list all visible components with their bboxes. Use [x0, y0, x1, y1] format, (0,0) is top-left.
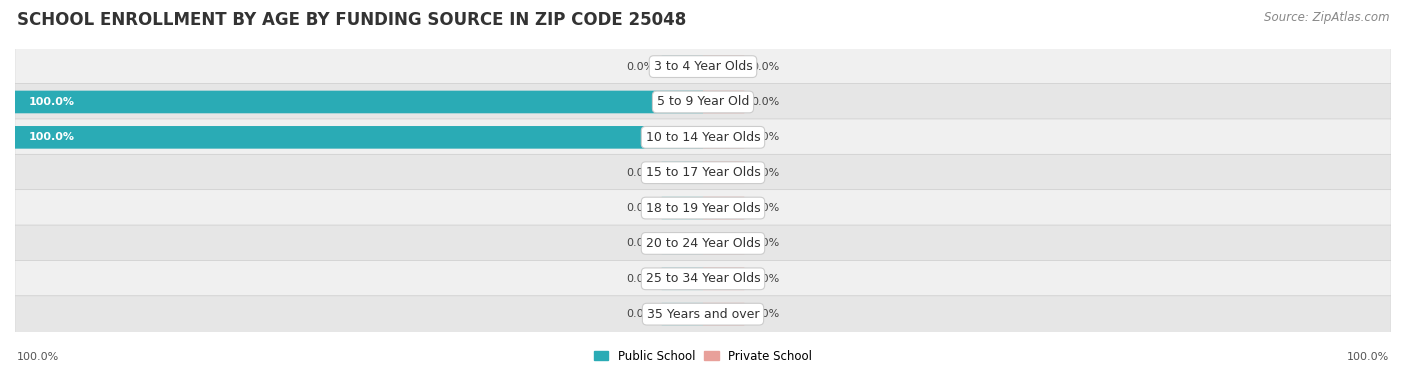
Text: 0.0%: 0.0% [751, 309, 779, 319]
Text: 0.0%: 0.0% [627, 309, 655, 319]
FancyBboxPatch shape [15, 190, 1391, 227]
FancyBboxPatch shape [15, 296, 1391, 333]
Text: 0.0%: 0.0% [751, 203, 779, 213]
FancyBboxPatch shape [662, 267, 703, 290]
Text: 100.0%: 100.0% [1347, 352, 1389, 362]
Text: 5 to 9 Year Old: 5 to 9 Year Old [657, 95, 749, 109]
FancyBboxPatch shape [15, 261, 1391, 297]
FancyBboxPatch shape [662, 303, 703, 325]
FancyBboxPatch shape [15, 119, 1391, 156]
FancyBboxPatch shape [662, 161, 703, 184]
Text: 3 to 4 Year Olds: 3 to 4 Year Olds [654, 60, 752, 73]
FancyBboxPatch shape [703, 232, 744, 255]
Text: 18 to 19 Year Olds: 18 to 19 Year Olds [645, 202, 761, 215]
Text: 0.0%: 0.0% [627, 61, 655, 72]
Text: 100.0%: 100.0% [28, 132, 75, 143]
FancyBboxPatch shape [15, 90, 703, 113]
Text: 0.0%: 0.0% [751, 168, 779, 178]
Text: 10 to 14 Year Olds: 10 to 14 Year Olds [645, 131, 761, 144]
FancyBboxPatch shape [15, 225, 1391, 262]
FancyBboxPatch shape [703, 303, 744, 325]
Text: 0.0%: 0.0% [751, 61, 779, 72]
FancyBboxPatch shape [662, 232, 703, 255]
FancyBboxPatch shape [15, 154, 1391, 191]
FancyBboxPatch shape [15, 84, 1391, 120]
FancyBboxPatch shape [703, 90, 744, 113]
Text: 25 to 34 Year Olds: 25 to 34 Year Olds [645, 272, 761, 285]
FancyBboxPatch shape [703, 267, 744, 290]
Text: 15 to 17 Year Olds: 15 to 17 Year Olds [645, 166, 761, 179]
FancyBboxPatch shape [15, 48, 1391, 85]
Text: 0.0%: 0.0% [751, 97, 779, 107]
Text: 100.0%: 100.0% [17, 352, 59, 362]
Text: 0.0%: 0.0% [751, 274, 779, 284]
Text: 0.0%: 0.0% [751, 132, 779, 143]
Text: 0.0%: 0.0% [627, 168, 655, 178]
FancyBboxPatch shape [703, 55, 744, 78]
Text: 0.0%: 0.0% [751, 238, 779, 248]
FancyBboxPatch shape [15, 126, 703, 149]
FancyBboxPatch shape [662, 197, 703, 219]
FancyBboxPatch shape [703, 126, 744, 149]
Text: 35 Years and over: 35 Years and over [647, 308, 759, 321]
Text: SCHOOL ENROLLMENT BY AGE BY FUNDING SOURCE IN ZIP CODE 25048: SCHOOL ENROLLMENT BY AGE BY FUNDING SOUR… [17, 11, 686, 29]
FancyBboxPatch shape [703, 161, 744, 184]
Legend: Public School, Private School: Public School, Private School [589, 345, 817, 367]
Text: 0.0%: 0.0% [627, 238, 655, 248]
FancyBboxPatch shape [662, 55, 703, 78]
Text: 0.0%: 0.0% [627, 274, 655, 284]
Text: Source: ZipAtlas.com: Source: ZipAtlas.com [1264, 11, 1389, 24]
Text: 100.0%: 100.0% [28, 97, 75, 107]
FancyBboxPatch shape [703, 197, 744, 219]
Text: 0.0%: 0.0% [627, 203, 655, 213]
Text: 20 to 24 Year Olds: 20 to 24 Year Olds [645, 237, 761, 250]
